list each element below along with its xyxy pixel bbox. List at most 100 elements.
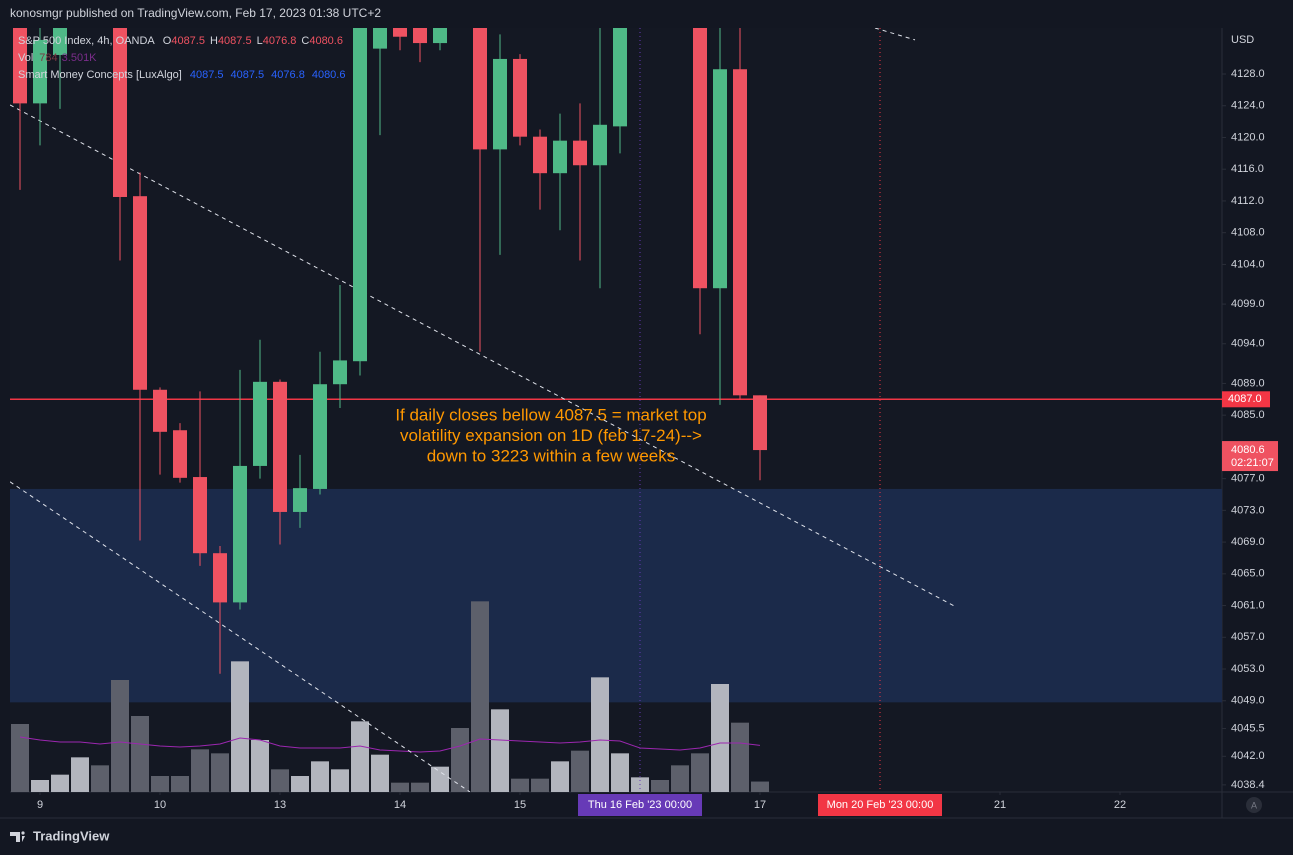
x-tick-label: 9 — [37, 799, 43, 811]
volume-bar — [391, 782, 409, 792]
legend-ohlc-value: 4087.5 — [171, 35, 205, 47]
y-tick-label: 4053.0 — [1231, 663, 1265, 675]
legend-ohlc-prefix: H — [210, 35, 218, 47]
currency: USD — [1231, 34, 1254, 46]
volume-bar — [251, 740, 269, 792]
horizontal-line-label: 4087.0 — [1228, 393, 1262, 405]
legend-symbol: S&P 500 Index, 4h, OANDA — [18, 35, 155, 47]
volume-bar — [571, 750, 589, 792]
candle-body — [613, 28, 627, 127]
volume-bar — [531, 778, 549, 792]
candle-body — [573, 140, 587, 166]
y-tick-label: 4069.0 — [1231, 536, 1265, 548]
volume-bar — [511, 778, 529, 792]
x-tick-label: 14 — [394, 799, 406, 811]
candle-body — [433, 28, 447, 44]
candle-body — [413, 28, 427, 44]
candle-body — [733, 69, 747, 396]
volume-bar — [271, 769, 289, 792]
candle-body — [553, 140, 567, 174]
volume-bar — [331, 769, 349, 792]
volume-bar — [51, 774, 69, 792]
volume-bar — [491, 709, 509, 792]
legend-indicator-value: 4076.8 — [271, 69, 305, 81]
candle-body — [53, 28, 67, 55]
y-tick-label: 4116.0 — [1231, 163, 1264, 175]
y-tick-label: 4045.5 — [1231, 722, 1265, 734]
time-marker-label: Mon 20 Feb '23 00:00 — [827, 799, 934, 811]
logo-dot — [21, 831, 25, 835]
y-tick-label: 4124.0 — [1231, 100, 1265, 112]
volume-bar — [311, 761, 329, 792]
time-marker-box — [818, 794, 942, 816]
volume-bar — [231, 661, 249, 792]
plot: If daily closes bellow 4087.5 = market t… — [10, 28, 1222, 792]
legend-indicator: Smart Money Concepts [LuxAlgo] — [18, 69, 182, 81]
legend-volume-row: Vol 784 3.501K — [18, 52, 97, 64]
legend-ohlc-value: 4076.8 — [263, 35, 297, 47]
header: konosmgr published on TradingView.com, F… — [10, 6, 381, 20]
volume-bar — [671, 765, 689, 792]
legend-indicator-value: 4087.5 — [190, 69, 224, 81]
candle-body — [273, 381, 287, 512]
y-tick-label: 4089.0 — [1231, 377, 1265, 389]
candle-body — [13, 28, 27, 104]
volume-bar — [31, 780, 49, 792]
legend-symbol-row: S&P 500 Index, 4h, OANDA O4087.5 H4087.5 L4… — [18, 35, 343, 47]
annotation: down to 3223 within a few weeks — [427, 446, 676, 465]
legend-ohlc-prefix: O — [163, 35, 172, 47]
volume-bar — [131, 716, 149, 792]
y-tick-label: 4042.0 — [1231, 750, 1265, 762]
volume-bar — [191, 749, 209, 792]
candle-body — [753, 395, 767, 451]
candle-body — [113, 28, 127, 197]
candle-body — [153, 389, 167, 432]
candle-body — [593, 124, 607, 166]
tradingview-logo — [10, 831, 25, 842]
legend-volume-value: 784 — [39, 52, 57, 64]
auto-scale-button[interactable] — [1246, 797, 1262, 813]
legend-ohlc-value: 4087.5 — [218, 35, 252, 47]
legend-indicator-row: Smart Money Concepts [LuxAlgo] 4087.5 4087… — [18, 69, 345, 81]
time-marker-box — [578, 794, 702, 816]
volume-ma-line — [19, 736, 761, 753]
annotation: If daily closes bellow 4087.5 = market t… — [395, 405, 706, 424]
trendline — [10, 104, 956, 607]
volume-bar — [11, 724, 29, 792]
legend-volume-ma: 3.501K — [62, 52, 98, 64]
y-tick-label: 4112.0 — [1231, 195, 1264, 207]
horizontal-line-box — [1222, 391, 1270, 408]
candle-body — [253, 381, 267, 466]
volume-bar — [611, 753, 629, 792]
y-tick-label: 4104.0 — [1231, 258, 1265, 270]
candle-body — [333, 360, 347, 385]
volume-bar — [651, 780, 669, 792]
candle-body — [513, 58, 527, 137]
legend-ohlc-prefix: C — [301, 35, 309, 47]
x-tick-label: 15 — [514, 799, 526, 811]
volume-bar — [291, 776, 309, 792]
y-tick-label: 4120.0 — [1231, 131, 1265, 143]
x-tick-label: 22 — [1114, 799, 1126, 811]
candle-body — [33, 39, 47, 104]
legend-indicator-value: 4080.6 — [312, 69, 346, 81]
volume-bar — [411, 782, 429, 792]
volume-bar — [211, 753, 229, 792]
candle-body — [693, 28, 707, 289]
volume-bar — [731, 722, 749, 792]
volume-bar — [471, 601, 489, 792]
last-price-label: 4080.6 — [1231, 444, 1265, 456]
candle-body — [193, 477, 207, 554]
x-tick-label: 13 — [274, 799, 286, 811]
volume-bar — [91, 765, 109, 792]
volume-bar — [591, 677, 609, 792]
annotation: volatility expansion on 1D (feb 17-24)--… — [400, 426, 702, 445]
y-tick-label: 4108.0 — [1231, 227, 1265, 239]
y-tick-label: 4099.0 — [1231, 298, 1265, 310]
volume-bar — [551, 761, 569, 792]
candle-body — [533, 136, 547, 174]
volume-bar — [171, 776, 189, 792]
y-tick-label: 4128.0 — [1231, 68, 1265, 80]
candle-body — [233, 465, 247, 603]
